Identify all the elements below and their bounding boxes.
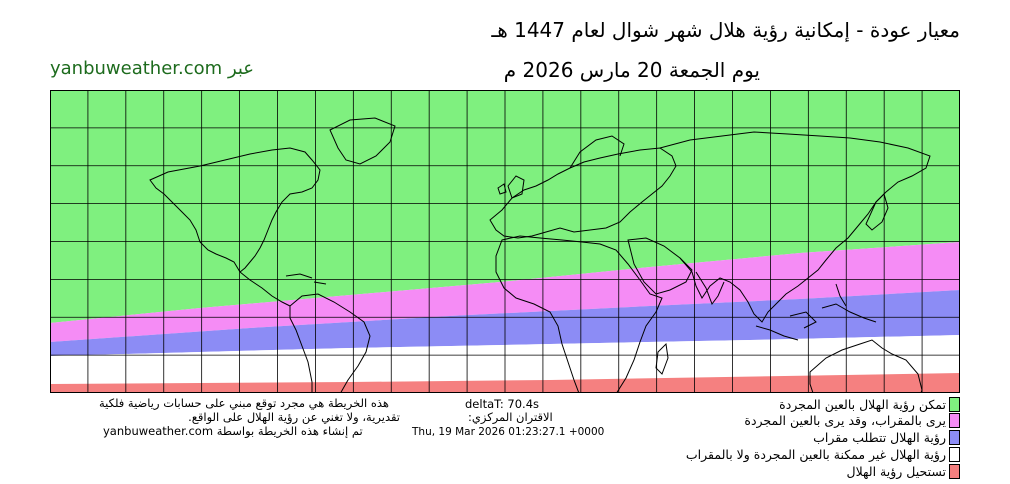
- source-credit: عبر yanbuweather.com: [50, 58, 255, 79]
- map-frame: [50, 90, 960, 393]
- legend-item-optical-only: رؤية الهلال تتطلب مقراب: [813, 430, 960, 445]
- arabia-coast: [627, 237, 693, 295]
- scandinavia-coast: [569, 135, 625, 169]
- legend-swatch: [949, 430, 960, 445]
- europe-coast: [489, 147, 677, 239]
- legend-label: يرى بالمقراب، وقد يرى بالعين المجردة: [744, 413, 946, 428]
- disclaimer-line-1: هذه الخريطة هي مجرد توقع مبني على حسابات…: [98, 396, 389, 410]
- legend-item-impossible: تستحيل رؤية الهلال: [846, 464, 960, 479]
- legend-swatch: [949, 413, 960, 428]
- conjunction-time: Thu, 19 Mar 2026 01:23:27.1 +0000: [412, 426, 605, 438]
- legend-item-not-visible: رؤية الهلال غير ممكنة بالعين المجردة ولا…: [686, 447, 960, 462]
- legend-item-naked-eye: تمكن رؤية الهلال بالعين المجردة: [779, 397, 960, 412]
- legend-label: رؤية الهلال تتطلب مقراب: [813, 430, 946, 445]
- lat-lon-grid: [50, 90, 960, 393]
- disclaimer-line-2: تقديرية، ولا تغني عن رؤية الهلال على الو…: [188, 410, 400, 424]
- british-isles-coast: [497, 175, 525, 199]
- australia-coast: [809, 339, 923, 393]
- legend-label: تمكن رؤية الهلال بالعين المجردة: [779, 397, 946, 412]
- asia-coast: [659, 131, 931, 323]
- africa-coast: [495, 235, 663, 393]
- legend-label: تستحيل رؤية الهلال: [846, 464, 947, 479]
- greenland-coast: [329, 117, 396, 165]
- creator-credit: yanbuweather.com تم إنشاء هذه الخريطة بو…: [103, 424, 363, 438]
- deltat-value: deltaT: 70.4s: [465, 397, 540, 411]
- coastlines: [149, 117, 931, 393]
- caribbean-islands: [285, 273, 327, 285]
- legend-swatch: [949, 447, 960, 462]
- conjunction-label: الاقتران المركزي:: [468, 410, 553, 424]
- central-america-coast: [239, 271, 291, 307]
- map-date: يوم الجمعة 20 مارس 2026 م: [503, 58, 760, 82]
- legend-item-optical-may-naked: يرى بالمقراب، وقد يرى بالعين المجردة: [744, 413, 960, 428]
- north-america-coast: [149, 147, 321, 273]
- map-title: معيار عودة - إمكانية رؤية هلال شهر شوال …: [491, 18, 960, 42]
- legend-label: رؤية الهلال غير ممكنة بالعين المجردة ولا…: [685, 447, 946, 462]
- legend-swatch: [949, 464, 960, 479]
- legend-swatch: [949, 397, 960, 412]
- visibility-map: [50, 90, 960, 393]
- india-coast: [695, 271, 725, 306]
